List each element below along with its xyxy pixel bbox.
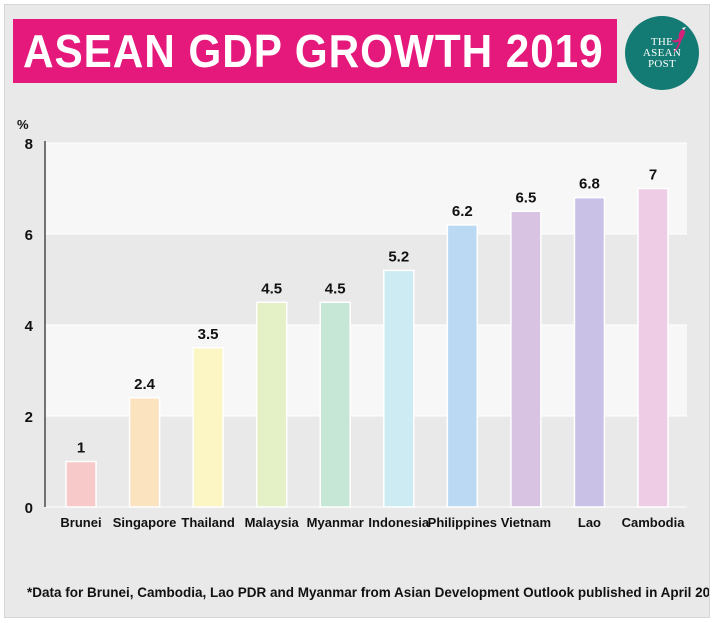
bar (510, 210, 542, 508)
bar-value-label: 3.5 (198, 326, 219, 343)
bar-value-label: 1 (77, 440, 85, 457)
x-tick-label: Lao (578, 515, 601, 530)
bar-value-label: 7 (649, 167, 657, 184)
y-tick-label: 6 (25, 227, 33, 244)
bar (65, 460, 97, 508)
infographic-frame: ASEAN GDP GROWTH 2019 THE ASEAN POST 0 2 4… (4, 4, 710, 618)
bar (637, 187, 669, 508)
bar (383, 269, 415, 508)
y-tick-label: 2 (25, 409, 33, 426)
bird-icon (671, 27, 686, 53)
bar-value-label: 2.4 (134, 376, 156, 393)
x-tick-label: Singapore (113, 515, 177, 530)
x-tick-label: Thailand (181, 515, 235, 530)
bar (128, 397, 161, 508)
y-axis-label: % (17, 117, 29, 132)
bar (192, 347, 224, 508)
logo-text-line-1: THE (650, 35, 674, 48)
logo-text-line-3: POST (647, 57, 677, 70)
bar (319, 301, 351, 508)
bar-chart: 0 2 4 6 8% 1 Brunei 2.4 Singapore 3.5 Thailand 4.5 M… (17, 117, 687, 530)
x-tick-label: Myanmar (307, 515, 364, 530)
bar-value-label: 4.5 (261, 280, 282, 297)
the-asean-post-logo: THE ASEAN POST (625, 16, 699, 90)
bar-value-label: 6.5 (515, 189, 536, 206)
bar-value-label: 5.2 (388, 248, 409, 265)
x-tick-label: Brunei (60, 515, 101, 530)
logo-text-line-2: ASEAN (642, 46, 682, 59)
bar (255, 301, 288, 508)
x-tick-label: Philippines (428, 515, 497, 530)
chart-title: ASEAN GDP GROWTH 2019 (23, 25, 604, 77)
bar-value-label: 6.8 (579, 176, 600, 193)
bar-value-label: 6.2 (452, 203, 473, 220)
y-tick-label: 4 (25, 318, 34, 335)
x-tick-label: Indonesia (368, 515, 429, 530)
bar-value-label: 4.5 (325, 280, 346, 297)
title-banner: ASEAN GDP GROWTH 2019 (13, 19, 617, 83)
footnote: *Data for Brunei, Cambodia, Lao PDR and … (27, 585, 710, 600)
x-tick-label: Cambodia (622, 515, 686, 530)
x-tick-label: Vietnam (501, 515, 551, 530)
bar (573, 196, 606, 508)
y-tick-label: 0 (25, 500, 33, 517)
bar (446, 224, 479, 508)
x-tick-label: Malaysia (245, 515, 300, 530)
y-tick-label: 8 (25, 136, 33, 153)
